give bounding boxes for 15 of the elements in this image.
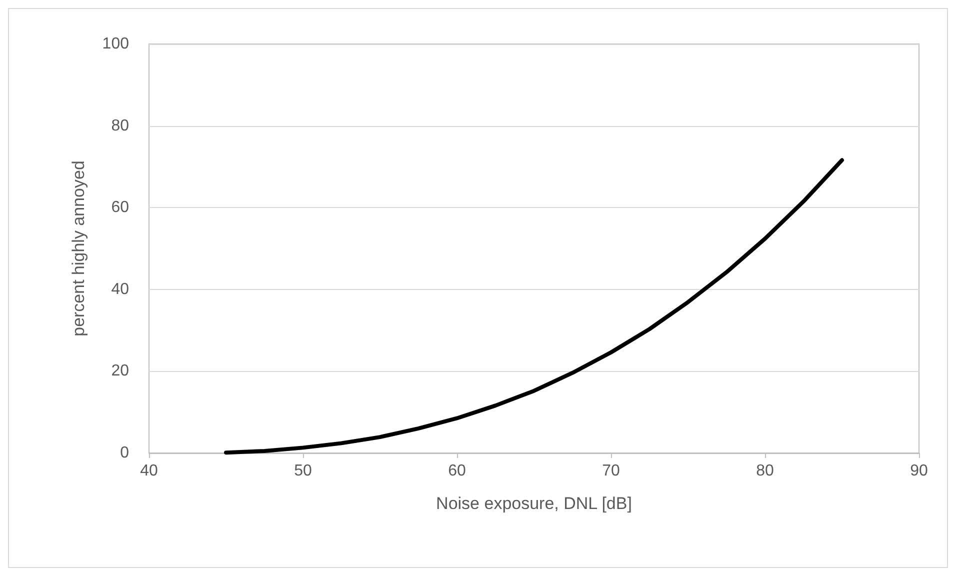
y-tick-label: 80 [111,117,130,134]
line-series [224,158,844,455]
x-axis-title: Noise exposure, DNL [dB] [436,494,632,513]
x-tick-label: 40 [140,462,158,480]
y-tick-label: 40 [111,280,130,298]
y-tick-label: 100 [102,36,130,52]
x-tick-label: 60 [448,462,466,480]
y-tick-label: 0 [120,444,130,462]
y-axis-title: percent highly annoyed [69,160,88,336]
y-tick-label: 60 [111,199,130,216]
x-tick-label: 70 [602,462,620,480]
x-tick-label: 80 [756,462,774,480]
x-tick-label: 50 [294,462,312,480]
y-tick-label: 20 [111,362,130,380]
x-tick-label: 90 [910,462,928,480]
